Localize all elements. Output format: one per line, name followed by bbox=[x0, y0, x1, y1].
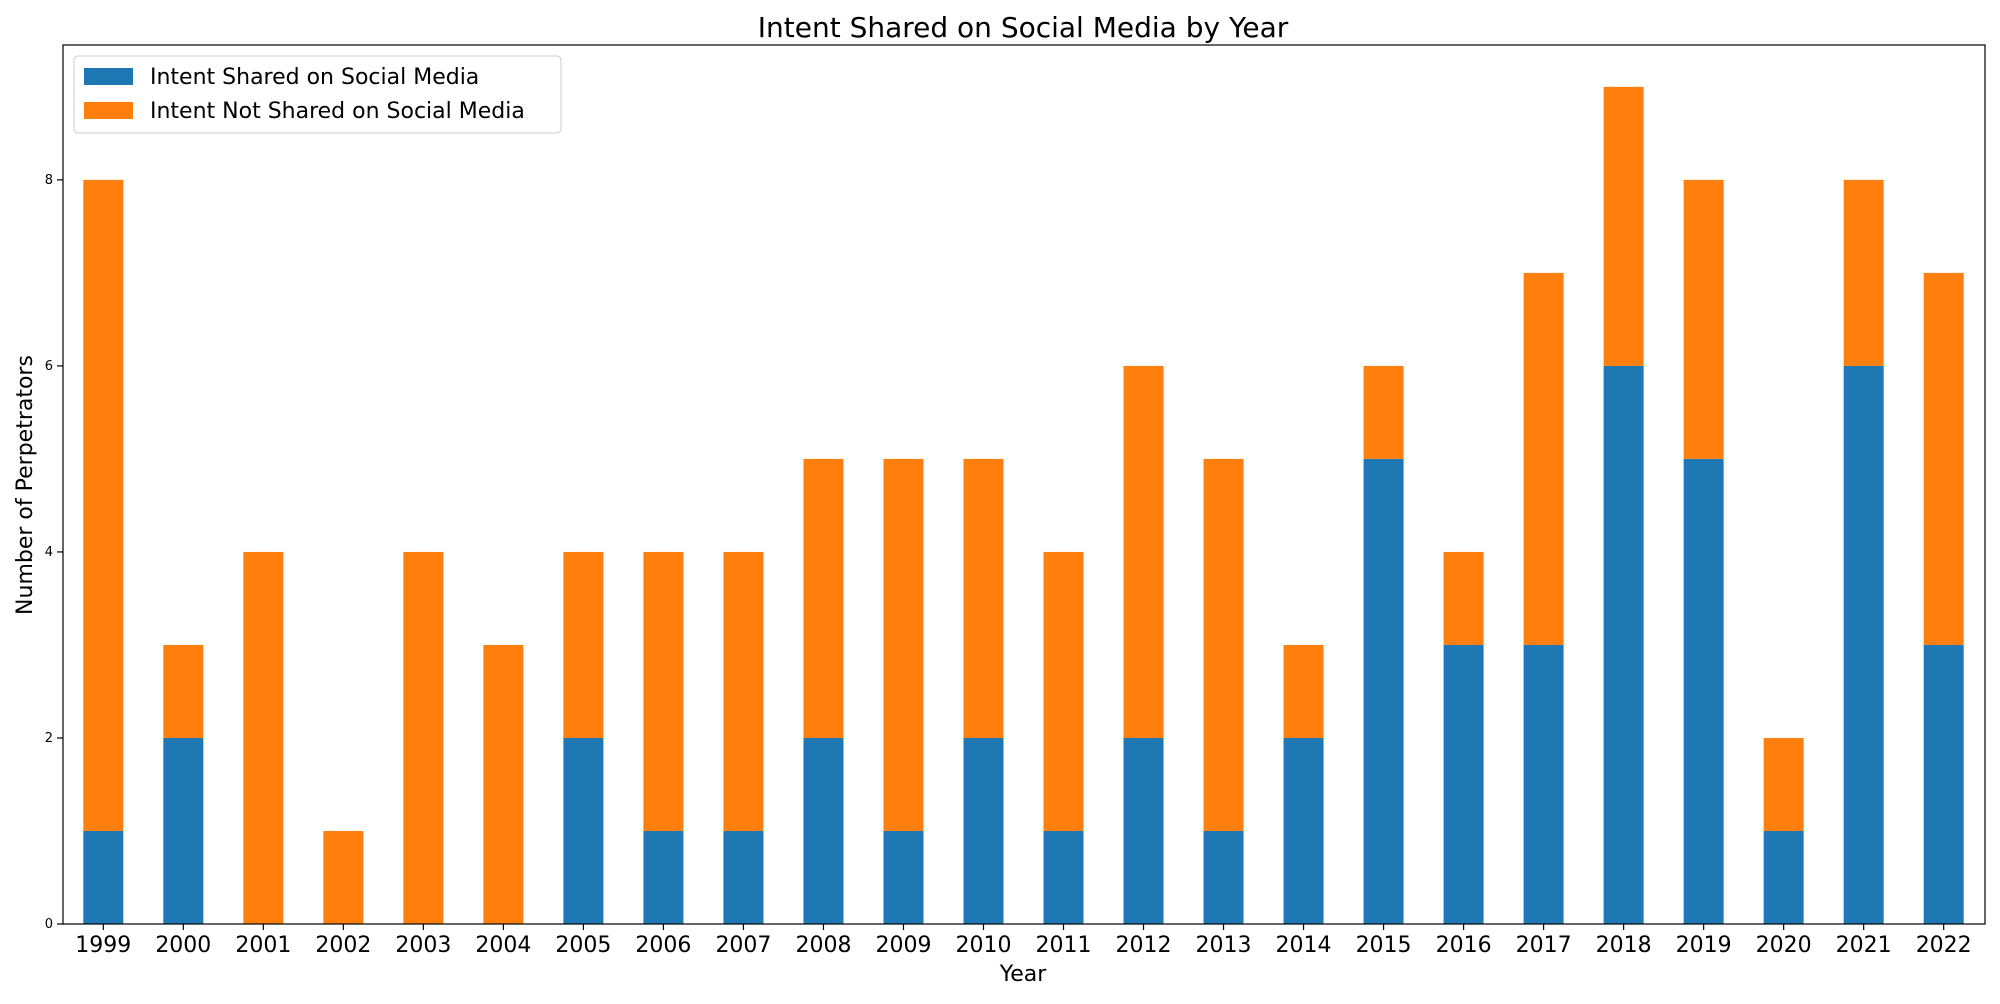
bar-shared-1999 bbox=[83, 830, 124, 924]
y-tick-label-2: 2 bbox=[45, 731, 53, 746]
bar-shared-2021 bbox=[1843, 365, 1884, 924]
x-tick-label-2004: 2004 bbox=[475, 933, 531, 958]
x-tick-label-2000: 2000 bbox=[155, 933, 211, 958]
bar-shared-2000 bbox=[163, 737, 204, 924]
x-tick-label-2002: 2002 bbox=[315, 933, 371, 958]
x-tick-label-2007: 2007 bbox=[715, 933, 771, 958]
bar-not-shared-2009 bbox=[883, 458, 924, 831]
bar-not-shared-2015 bbox=[1363, 365, 1404, 459]
y-tick-label-0: 0 bbox=[45, 917, 53, 932]
bar-not-shared-2013 bbox=[1203, 458, 1244, 831]
x-tick-label-2011: 2011 bbox=[1036, 933, 1092, 958]
x-tick-label-2005: 2005 bbox=[555, 933, 611, 958]
legend-label-shared: Intent Shared on Social Media bbox=[150, 65, 479, 90]
bar-shared-2016 bbox=[1443, 644, 1484, 924]
bar-not-shared-2017 bbox=[1523, 272, 1564, 645]
bar-not-shared-2019 bbox=[1683, 179, 1724, 459]
x-tick-label-2016: 2016 bbox=[1436, 933, 1492, 958]
axes-layer: 0 2 4 6 8 1999 2000 2001 2002 2003 2004 2005 2006 200… bbox=[45, 44, 1986, 958]
legend-label-not-shared: Intent Not Shared on Social Media bbox=[150, 99, 525, 124]
x-tick-label-2006: 2006 bbox=[635, 933, 691, 958]
bar-shared-2020 bbox=[1763, 830, 1804, 924]
bar-not-shared-2003 bbox=[403, 551, 444, 924]
legend: Intent Shared on Social Media Intent Not … bbox=[73, 55, 562, 134]
bar-shared-2015 bbox=[1363, 458, 1404, 924]
bar-shared-2006 bbox=[643, 830, 684, 924]
bar-not-shared-2018 bbox=[1603, 86, 1644, 366]
bar-not-shared-2010 bbox=[963, 458, 1004, 738]
bar-not-shared-2001 bbox=[243, 551, 284, 924]
x-tick-label-2022: 2022 bbox=[1916, 933, 1972, 958]
x-tick-label-2018: 2018 bbox=[1596, 933, 1652, 958]
bar-shared-2014 bbox=[1283, 737, 1324, 924]
x-tick-label-2008: 2008 bbox=[795, 933, 851, 958]
legend-swatch-shared bbox=[84, 68, 133, 85]
y-tick-label-6: 6 bbox=[45, 359, 53, 374]
bar-shared-2011 bbox=[1043, 830, 1084, 924]
y-tick-label-8: 8 bbox=[45, 173, 53, 188]
y-axis-label: Number of Perpetrators bbox=[13, 355, 38, 615]
bar-shared-2005 bbox=[563, 737, 604, 924]
bar-shared-2008 bbox=[803, 737, 844, 924]
bar-not-shared-2012 bbox=[1123, 365, 1164, 738]
bar-not-shared-2005 bbox=[563, 551, 604, 738]
x-tick-label-2001: 2001 bbox=[235, 933, 291, 958]
bar-shared-2010 bbox=[963, 737, 1004, 924]
x-tick-label-2010: 2010 bbox=[955, 933, 1011, 958]
bar-not-shared-2020 bbox=[1763, 737, 1804, 831]
x-tick-label-2021: 2021 bbox=[1836, 933, 1892, 958]
bar-shared-2017 bbox=[1523, 644, 1564, 924]
x-tick-label-2014: 2014 bbox=[1276, 933, 1332, 958]
bar-not-shared-2002 bbox=[323, 830, 364, 924]
bar-not-shared-2011 bbox=[1043, 551, 1084, 831]
bar-not-shared-2000 bbox=[163, 644, 204, 738]
bar-not-shared-2006 bbox=[643, 551, 684, 831]
x-tick-label-1999: 1999 bbox=[75, 933, 131, 958]
x-tick-label-2017: 2017 bbox=[1516, 933, 1572, 958]
x-axis-label: Year bbox=[999, 962, 1048, 987]
x-tick-label-2003: 2003 bbox=[395, 933, 451, 958]
bar-shared-2012 bbox=[1123, 737, 1164, 924]
x-tick-label-2012: 2012 bbox=[1116, 933, 1172, 958]
bar-shared-2018 bbox=[1603, 365, 1644, 924]
legend-swatch-not-shared bbox=[84, 102, 133, 119]
bar-not-shared-2014 bbox=[1283, 644, 1324, 738]
bars-layer bbox=[83, 86, 1964, 924]
x-tick-label-2013: 2013 bbox=[1196, 933, 1252, 958]
plot-frame bbox=[62, 44, 1986, 925]
bar-not-shared-2008 bbox=[803, 458, 844, 738]
x-tick-label-2019: 2019 bbox=[1676, 933, 1732, 958]
bar-not-shared-2022 bbox=[1923, 272, 1964, 645]
x-tick-label-2015: 2015 bbox=[1356, 933, 1412, 958]
bar-not-shared-2004 bbox=[483, 644, 524, 924]
bar-not-shared-2007 bbox=[723, 551, 764, 831]
bar-not-shared-2016 bbox=[1443, 551, 1484, 645]
y-tick-label-4: 4 bbox=[45, 545, 53, 560]
bar-shared-2007 bbox=[723, 830, 764, 924]
bar-shared-2022 bbox=[1923, 644, 1964, 924]
legend-box bbox=[73, 55, 562, 134]
chart-title: Intent Shared on Social Media by Year bbox=[758, 11, 1289, 44]
bar-shared-2013 bbox=[1203, 830, 1244, 924]
x-tick-label-2009: 2009 bbox=[875, 933, 931, 958]
bar-not-shared-1999 bbox=[83, 179, 124, 831]
bar-shared-2009 bbox=[883, 830, 924, 924]
bar-not-shared-2021 bbox=[1843, 179, 1884, 366]
x-tick-label-2020: 2020 bbox=[1756, 933, 1812, 958]
bar-shared-2019 bbox=[1683, 458, 1724, 924]
